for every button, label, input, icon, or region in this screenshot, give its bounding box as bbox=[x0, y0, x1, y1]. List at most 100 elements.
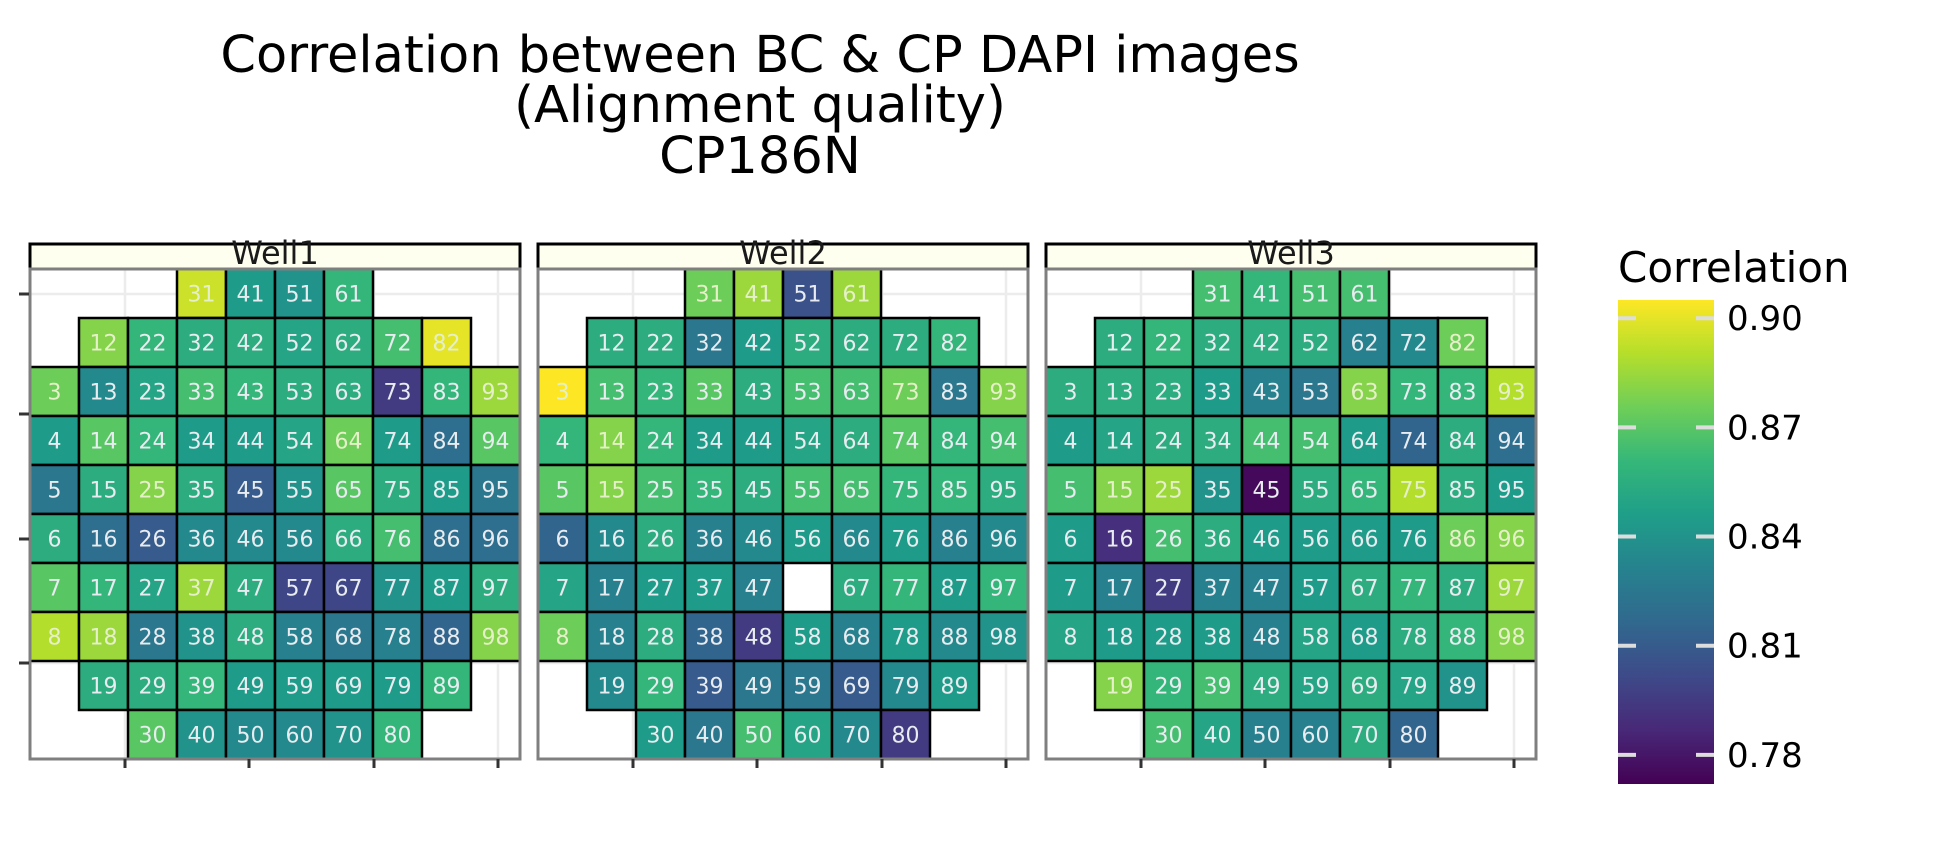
cell-label: 54 bbox=[794, 430, 822, 455]
cell-label: 87 bbox=[941, 577, 969, 602]
heatmap-cell bbox=[1436, 414, 1489, 467]
cell-label: 17 bbox=[90, 577, 118, 602]
cell-label: 61 bbox=[1351, 283, 1379, 308]
cell-label: 47 bbox=[1253, 577, 1281, 602]
cell-label: 72 bbox=[892, 332, 920, 357]
heatmap-cell bbox=[879, 659, 932, 712]
cell-label: 34 bbox=[188, 430, 216, 455]
cell-label: 64 bbox=[843, 430, 871, 455]
heatmap-cell bbox=[224, 610, 277, 663]
cell-label: 58 bbox=[1302, 626, 1330, 651]
cell-label: 19 bbox=[1106, 675, 1134, 700]
heatmap-cell bbox=[683, 659, 736, 712]
heatmap-cell bbox=[28, 365, 81, 418]
heatmap-cell bbox=[273, 512, 326, 565]
cell-label: 68 bbox=[843, 626, 871, 651]
heatmap-cell bbox=[371, 708, 424, 761]
cell-label: 62 bbox=[335, 332, 363, 357]
heatmap-cell bbox=[273, 659, 326, 712]
cell-label: 7 bbox=[556, 577, 570, 602]
heatmap-cell bbox=[273, 414, 326, 467]
cell-label: 16 bbox=[598, 528, 626, 553]
cell-label: 85 bbox=[433, 479, 461, 504]
legend: Correlation 0.90 0.87 0.84 0.81 0.78 bbox=[1618, 243, 1850, 784]
cell-label: 83 bbox=[941, 381, 969, 406]
heatmap-cell bbox=[175, 561, 228, 614]
cell-label: 54 bbox=[1302, 430, 1330, 455]
cell-label: 79 bbox=[1400, 675, 1428, 700]
cell-label: 15 bbox=[1106, 479, 1134, 504]
cell-label: 76 bbox=[384, 528, 412, 553]
cell-label: 45 bbox=[1253, 479, 1281, 504]
colorbar-tick-label: 0.84 bbox=[1727, 518, 1803, 558]
heatmap-cell bbox=[1191, 316, 1244, 369]
cell-label: 12 bbox=[598, 332, 626, 357]
heatmap-cell bbox=[126, 463, 179, 516]
cell-label: 29 bbox=[139, 675, 167, 700]
heatmap-cell bbox=[1387, 512, 1440, 565]
heatmap-cell bbox=[879, 365, 932, 418]
cell-label: 6 bbox=[1064, 528, 1078, 553]
cell-label: 26 bbox=[139, 528, 167, 553]
heatmap-cell bbox=[536, 414, 589, 467]
heatmap-cell bbox=[879, 708, 932, 761]
heatmap-cell bbox=[1338, 610, 1391, 663]
heatmap-cell bbox=[1191, 659, 1244, 712]
cell-label: 75 bbox=[384, 479, 412, 504]
cell-label: 60 bbox=[286, 724, 314, 749]
cell-label: 8 bbox=[48, 626, 62, 651]
cell-label: 49 bbox=[237, 675, 265, 700]
heatmap-cell bbox=[1338, 414, 1391, 467]
cell-label: 16 bbox=[90, 528, 118, 553]
heatmap-cell bbox=[928, 610, 981, 663]
cell-label: 67 bbox=[1351, 577, 1379, 602]
cell-label: 45 bbox=[745, 479, 773, 504]
cell-label: 33 bbox=[188, 381, 216, 406]
heatmap-cell bbox=[732, 365, 785, 418]
cell-label: 57 bbox=[286, 577, 314, 602]
heatmap-cell bbox=[77, 561, 130, 614]
cell-label: 22 bbox=[647, 332, 675, 357]
cell-label: 47 bbox=[237, 577, 265, 602]
cell-label: 18 bbox=[1106, 626, 1134, 651]
heatmap-cell bbox=[977, 561, 1030, 614]
cell-label: 93 bbox=[1498, 381, 1526, 406]
cell-label: 18 bbox=[90, 626, 118, 651]
cell-label: 39 bbox=[696, 675, 724, 700]
cell-label: 60 bbox=[794, 724, 822, 749]
cell-label: 29 bbox=[647, 675, 675, 700]
heatmap-cell bbox=[732, 708, 785, 761]
heatmap-cell bbox=[1338, 512, 1391, 565]
cell-label: 82 bbox=[941, 332, 969, 357]
facet-strip bbox=[28, 242, 522, 271]
heatmap-cell bbox=[1240, 414, 1293, 467]
cell-label: 55 bbox=[286, 479, 314, 504]
cell-label: 44 bbox=[745, 430, 773, 455]
heatmap-cell bbox=[781, 708, 834, 761]
heatmap-cell bbox=[322, 414, 375, 467]
cell-label: 37 bbox=[696, 577, 724, 602]
cell-label: 13 bbox=[1106, 381, 1134, 406]
cell-label: 23 bbox=[647, 381, 675, 406]
cell-label: 98 bbox=[990, 626, 1018, 651]
cell-label: 84 bbox=[1449, 430, 1477, 455]
cell-label: 48 bbox=[1253, 626, 1281, 651]
chart-title-line-2: (Alignment quality) bbox=[514, 76, 1006, 135]
cell-label: 7 bbox=[1064, 577, 1078, 602]
cell-label: 76 bbox=[1400, 528, 1428, 553]
heatmap-cell bbox=[1387, 708, 1440, 761]
cell-label: 22 bbox=[1155, 332, 1183, 357]
cell-label: 73 bbox=[1400, 381, 1428, 406]
cell-label: 53 bbox=[286, 381, 314, 406]
cell-label: 41 bbox=[237, 283, 265, 308]
cell-label: 55 bbox=[1302, 479, 1330, 504]
heatmap-cell bbox=[469, 512, 522, 565]
heatmap-cell bbox=[126, 610, 179, 663]
heatmap-cell bbox=[371, 610, 424, 663]
cell-label: 84 bbox=[941, 430, 969, 455]
cell-label: 17 bbox=[598, 577, 626, 602]
heatmap-cell bbox=[1191, 414, 1244, 467]
colorbar-tick-label: 0.87 bbox=[1727, 408, 1803, 448]
heatmap-cell bbox=[585, 463, 638, 516]
